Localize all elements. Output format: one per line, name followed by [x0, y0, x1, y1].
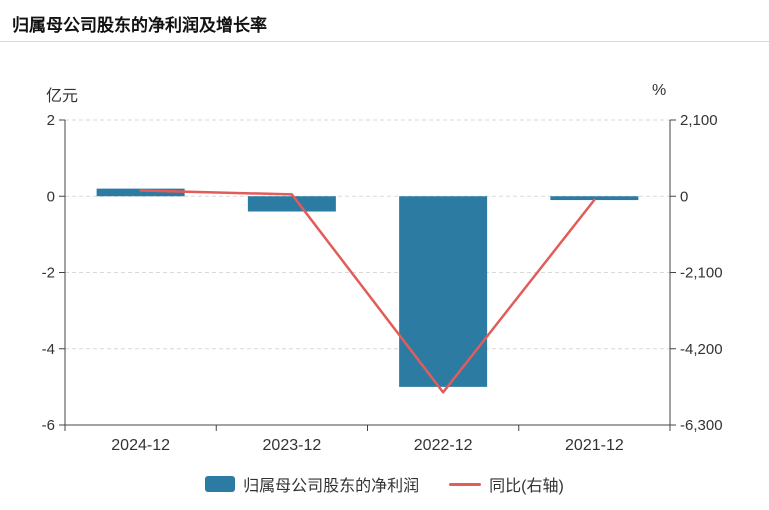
- x-axis-label: 2024-12: [111, 437, 170, 454]
- line-swatch-icon: [449, 482, 482, 486]
- title-divider: [0, 41, 769, 42]
- bar-2023-12: [247, 196, 336, 212]
- bar-2021-12: [550, 196, 639, 201]
- right-tick-label: -4,200: [680, 341, 723, 358]
- right-tick-label: -6,300: [680, 417, 723, 434]
- legend-label: 同比(右轴): [489, 478, 564, 495]
- legend-label: 归属母公司股东的净利润: [243, 478, 420, 495]
- left-tick-label: -6: [42, 417, 55, 434]
- right-tick-label: -2,100: [680, 265, 723, 282]
- bar-2024-12: [96, 188, 185, 197]
- left-axis-unit-label: 亿元: [46, 88, 79, 105]
- page-title: 归属母公司股东的净利润及增长率: [12, 16, 267, 35]
- left-tick-label: 0: [47, 188, 55, 205]
- legend-item-yoy[interactable]: 同比(右轴): [449, 472, 564, 496]
- legend-item-net-profit[interactable]: 归属母公司股东的净利润: [205, 472, 419, 496]
- growth-rate-line: [139, 189, 596, 394]
- left-tick-label: 2: [47, 112, 55, 129]
- right-tick-label: 0: [680, 188, 688, 205]
- bar-2022-12: [399, 196, 488, 387]
- right-axis-unit-label: %: [652, 82, 667, 99]
- right-tick-label: 2,100: [680, 112, 718, 129]
- x-axis-label: 2023-12: [263, 437, 322, 454]
- chart-legend: 归属母公司股东的净利润 同比(右轴): [0, 468, 769, 500]
- x-axis-label: 2022-12: [414, 437, 473, 454]
- left-tick-label: -4: [42, 341, 55, 358]
- left-tick-label: -2: [42, 265, 55, 282]
- bar-swatch-icon: [205, 476, 236, 492]
- x-axis-label: 2021-12: [565, 437, 624, 454]
